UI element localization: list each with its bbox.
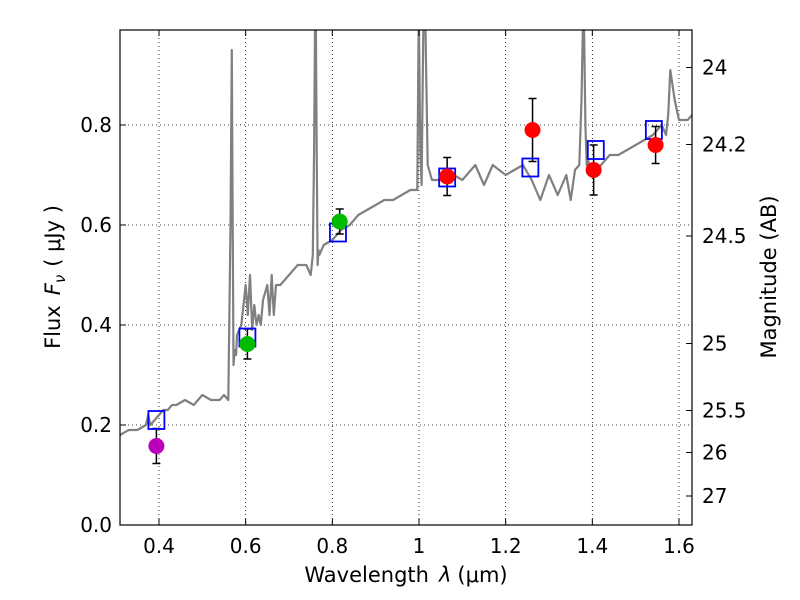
plot-frame <box>119 29 693 526</box>
observed-photometry-point <box>585 162 602 178</box>
x-tick-label: 1.2 <box>490 534 522 558</box>
model-photometry-square <box>147 410 166 430</box>
model-photometry-square <box>586 140 605 160</box>
observed-photometry-point <box>239 336 256 352</box>
spectrum-layer <box>120 30 692 436</box>
observed-photometry-point <box>148 438 165 454</box>
observed-photometry-point <box>647 137 664 153</box>
y-tick-label: 0.6 <box>80 213 112 237</box>
magnitude-tick-label: 24.5 <box>702 224 747 248</box>
observed-photometry-point <box>439 168 456 185</box>
magnitude-tick-label: 26 <box>702 441 727 465</box>
x-tick-label: 1.4 <box>576 534 608 558</box>
plot-area-background <box>120 30 692 525</box>
y-axis-ticks: 0.0 0.2 0.4 0.6 0.8 <box>80 113 126 537</box>
x-axis-ticks: 0.4 0.6 0.8 1 1.2 1.4 1.6 <box>143 30 695 558</box>
observed-photometry-point <box>524 122 541 138</box>
magnitude-axis-ticks: 24 24.2 24.5 25 25.5 26 27 <box>686 56 747 508</box>
magnitude-axis-label: Magnitude (AB) <box>757 195 781 358</box>
x-axis-label: Wavelength λ (μm) <box>304 563 507 587</box>
magnitude-tick-label: 25 <box>702 332 727 356</box>
x-tick-label: 1 <box>413 534 426 558</box>
model-spectrum-line <box>120 30 692 436</box>
x-tick-label: 0.6 <box>230 534 262 558</box>
y-tick-label: 0.8 <box>80 113 112 137</box>
y-axis-label: FluxFν( μJy ) <box>41 205 69 349</box>
observed-photometry-point <box>331 213 348 230</box>
magnitude-tick-label: 24 <box>702 56 727 80</box>
magnitude-tick-label: 25.5 <box>702 399 747 423</box>
model-photometry-square <box>521 157 540 178</box>
x-tick-label: 0.8 <box>316 534 348 558</box>
magnitude-tick-label: 27 <box>702 484 727 508</box>
x-tick-label: 1.6 <box>663 534 695 558</box>
points-layer <box>147 97 664 465</box>
y-tick-label: 0.4 <box>80 313 112 337</box>
x-tick-label: 0.4 <box>143 534 175 558</box>
y-tick-label: 0.0 <box>80 513 112 537</box>
magnitude-tick-label: 24.2 <box>702 133 747 157</box>
y-tick-label: 0.2 <box>80 413 112 437</box>
